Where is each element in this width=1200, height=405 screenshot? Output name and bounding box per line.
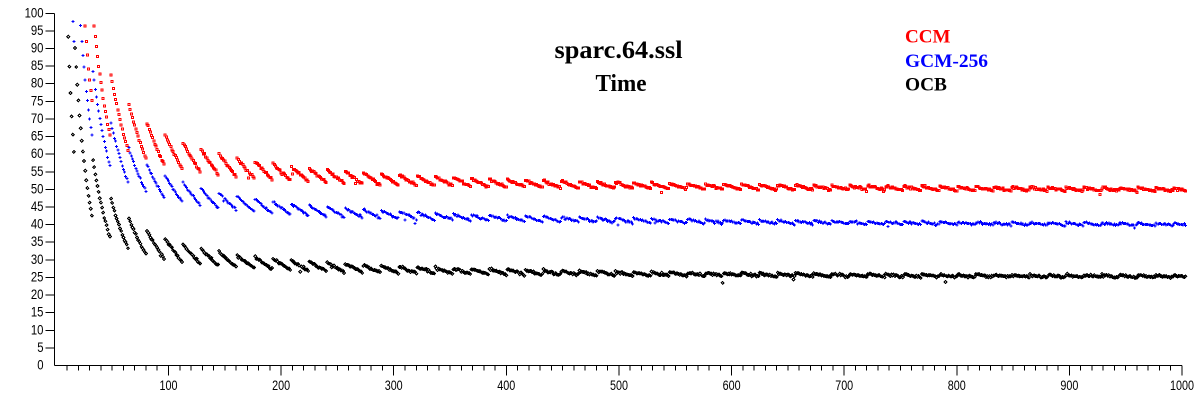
svg-text:85: 85 <box>31 58 44 73</box>
svg-text:40: 40 <box>31 217 44 232</box>
svg-text:600: 600 <box>723 378 741 393</box>
svg-text:OCB: OCB <box>905 74 947 95</box>
svg-text:20: 20 <box>31 287 44 302</box>
svg-text:50: 50 <box>31 181 44 196</box>
svg-text:60: 60 <box>31 146 44 161</box>
svg-text:700: 700 <box>835 378 853 393</box>
svg-text:100: 100 <box>160 378 178 393</box>
svg-text:100: 100 <box>25 5 44 20</box>
svg-text:800: 800 <box>948 378 966 393</box>
svg-text:sparc.64.ssl: sparc.64.ssl <box>555 37 683 64</box>
svg-text:75: 75 <box>31 93 44 108</box>
svg-text:70: 70 <box>31 111 44 126</box>
svg-text:GCM-256: GCM-256 <box>905 51 988 72</box>
svg-text:300: 300 <box>385 378 403 393</box>
svg-text:1000: 1000 <box>1170 378 1194 393</box>
svg-text:15: 15 <box>31 305 44 320</box>
svg-text:25: 25 <box>31 269 44 284</box>
svg-text:10: 10 <box>31 322 44 337</box>
svg-text:55: 55 <box>31 164 44 179</box>
svg-text:30: 30 <box>31 252 44 267</box>
svg-text:200: 200 <box>272 378 290 393</box>
svg-text:900: 900 <box>1060 378 1078 393</box>
svg-text:90: 90 <box>31 41 44 56</box>
svg-text:45: 45 <box>31 199 44 214</box>
svg-text:95: 95 <box>31 23 44 38</box>
svg-text:400: 400 <box>497 378 515 393</box>
svg-text:500: 500 <box>610 378 628 393</box>
svg-text:5: 5 <box>37 340 43 355</box>
svg-text:0: 0 <box>37 358 43 373</box>
svg-text:80: 80 <box>31 76 44 91</box>
svg-text:Time: Time <box>596 71 647 97</box>
svg-text:CCM: CCM <box>905 27 951 48</box>
svg-text:35: 35 <box>31 234 44 249</box>
svg-text:65: 65 <box>31 129 44 144</box>
